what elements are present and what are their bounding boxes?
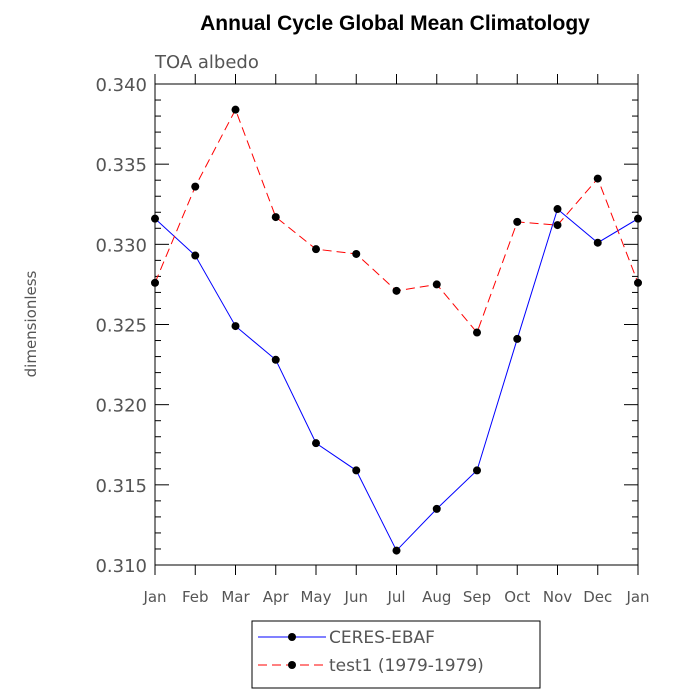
y-tick-label: 0.340 [95, 75, 147, 96]
data-point-ceres [312, 439, 320, 448]
x-tick-label: Jan [142, 588, 166, 606]
legend-box [251, 620, 541, 689]
x-tick-label: Jun [344, 588, 368, 606]
legend-marker-test1 [288, 661, 296, 669]
x-tick-label: Aug [422, 588, 451, 606]
data-point-ceres [151, 214, 159, 223]
x-tick-label: Dec [583, 588, 612, 606]
x-tick-label: Jul [386, 588, 405, 606]
data-point-test1 [312, 245, 320, 254]
data-point-test1 [513, 217, 522, 226]
data-point-test1 [593, 174, 602, 183]
x-tick-label: Apr [263, 588, 290, 606]
y-tick-label: 0.330 [95, 235, 147, 256]
y-axis-label: dimensionless [22, 270, 40, 377]
data-point-ceres [191, 251, 200, 260]
data-point-test1 [151, 278, 159, 287]
x-tick-label: Oct [504, 588, 530, 606]
data-point-ceres [513, 334, 522, 343]
y-tick-label: 0.310 [95, 556, 147, 577]
data-point-ceres [271, 355, 280, 364]
data-point-ceres [352, 466, 361, 475]
x-tick-label: Jan [625, 588, 649, 606]
plot-frame [154, 83, 639, 566]
data-point-test1 [231, 105, 240, 114]
series-line-test1 [154, 108, 639, 334]
data-point-ceres [231, 322, 240, 331]
data-point-test1 [473, 328, 481, 337]
data-point-ceres [473, 466, 481, 475]
y-tick-label: 0.315 [95, 476, 147, 497]
y-tick-label: 0.335 [95, 155, 147, 176]
data-point-ceres [432, 504, 441, 513]
data-point-test1 [432, 280, 441, 289]
data-point-test1 [392, 286, 401, 295]
legend-label-test1: test1 (1979-1979) [329, 656, 484, 676]
data-point-test1 [553, 221, 562, 230]
data-point-ceres [593, 238, 602, 247]
x-tick-label: Feb [182, 588, 209, 606]
series-layer [151, 105, 642, 555]
y-tick-label: 0.320 [95, 396, 147, 417]
series-line-ceres [154, 208, 639, 552]
data-point-ceres [392, 546, 401, 555]
axis-ticks: 0.310 0.315 0.320 0.325 0.330 0.335 0.340 Jan Fe… [95, 74, 650, 606]
data-point-test1 [352, 249, 361, 258]
chart-title: Annual Cycle Global Mean Climatology [200, 12, 590, 35]
data-point-ceres [553, 205, 562, 214]
data-point-ceres [634, 214, 642, 223]
x-tick-label: May [300, 588, 331, 606]
x-tick-label: Nov [543, 588, 572, 606]
data-point-test1 [634, 278, 642, 287]
chart-subtitle: TOA albedo [154, 52, 259, 73]
y-tick-label: 0.325 [95, 316, 147, 337]
legend-label-ceres: CERES-EBAF [329, 628, 435, 648]
data-point-test1 [271, 213, 280, 222]
x-tick-label: Mar [221, 588, 250, 606]
legend: CERES-EBAF test1 (1979-1979) [251, 620, 541, 689]
data-point-test1 [191, 182, 200, 191]
legend-marker-ceres [288, 633, 296, 641]
x-tick-label: Sep [463, 588, 491, 606]
